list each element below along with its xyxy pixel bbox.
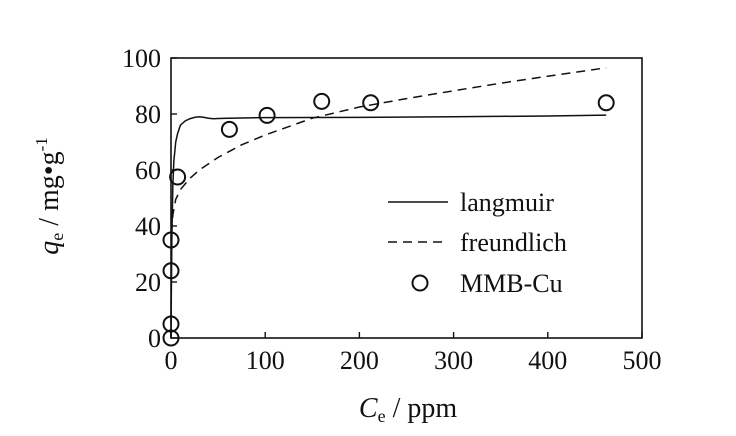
y-tick-label: 0 <box>148 324 161 353</box>
y-axis-label-var: q <box>34 241 65 255</box>
legend-freundlich-label: freundlich <box>460 228 567 257</box>
freundlich-line <box>170 67 607 339</box>
y-ticks: 0 20 40 60 80 100 <box>122 44 177 353</box>
x-tick-label: 100 <box>246 346 285 375</box>
x-axis-label: Ce / ppm <box>359 393 457 426</box>
y-axis-label-unit: / mg•g <box>34 151 65 232</box>
series-lines <box>170 67 607 339</box>
legend: langmuir freundlich MMB-Cu <box>388 188 567 298</box>
mmb-cu-point <box>258 106 276 124</box>
mmb-cu-point <box>162 231 180 249</box>
x-tick-label: 500 <box>623 346 662 375</box>
langmuir-line <box>170 114 607 339</box>
y-axis-label-sup: -1 <box>32 137 51 151</box>
x-ticks: 0 100 200 300 400 500 <box>165 332 662 375</box>
x-axis-label-sub: e <box>378 406 386 426</box>
x-tick-label: 400 <box>528 346 567 375</box>
y-tick-label: 40 <box>135 212 161 241</box>
x-axis-label-unit: / ppm <box>386 393 458 424</box>
legend-mmb-cu-label: MMB-Cu <box>460 269 563 298</box>
legend-mmb-cu-swatch <box>411 274 429 292</box>
mmb-cu-point <box>162 262 180 280</box>
y-axis-label-sub: e <box>47 233 67 241</box>
plot-frame <box>170 57 643 339</box>
mmb-cu-point <box>162 315 180 333</box>
mmb-cu-point <box>313 92 331 110</box>
y-tick-label: 80 <box>135 100 161 129</box>
y-axis-label: qe / mg•g-1 <box>32 137 67 255</box>
mmb-cu-point <box>169 168 187 186</box>
x-tick-label: 0 <box>165 346 178 375</box>
axes <box>170 57 643 339</box>
series-points <box>162 92 615 347</box>
mmb-cu-point <box>220 120 238 138</box>
x-tick-label: 300 <box>434 346 473 375</box>
y-tick-label: 100 <box>122 44 161 73</box>
mmb-cu-point <box>597 94 615 112</box>
y-tick-label: 20 <box>135 268 161 297</box>
legend-langmuir-label: langmuir <box>460 188 554 217</box>
x-tick-label: 200 <box>340 346 379 375</box>
x-axis-label-var: C <box>359 393 378 424</box>
y-tick-label: 60 <box>135 156 161 185</box>
mmb-cu-point <box>362 94 380 112</box>
